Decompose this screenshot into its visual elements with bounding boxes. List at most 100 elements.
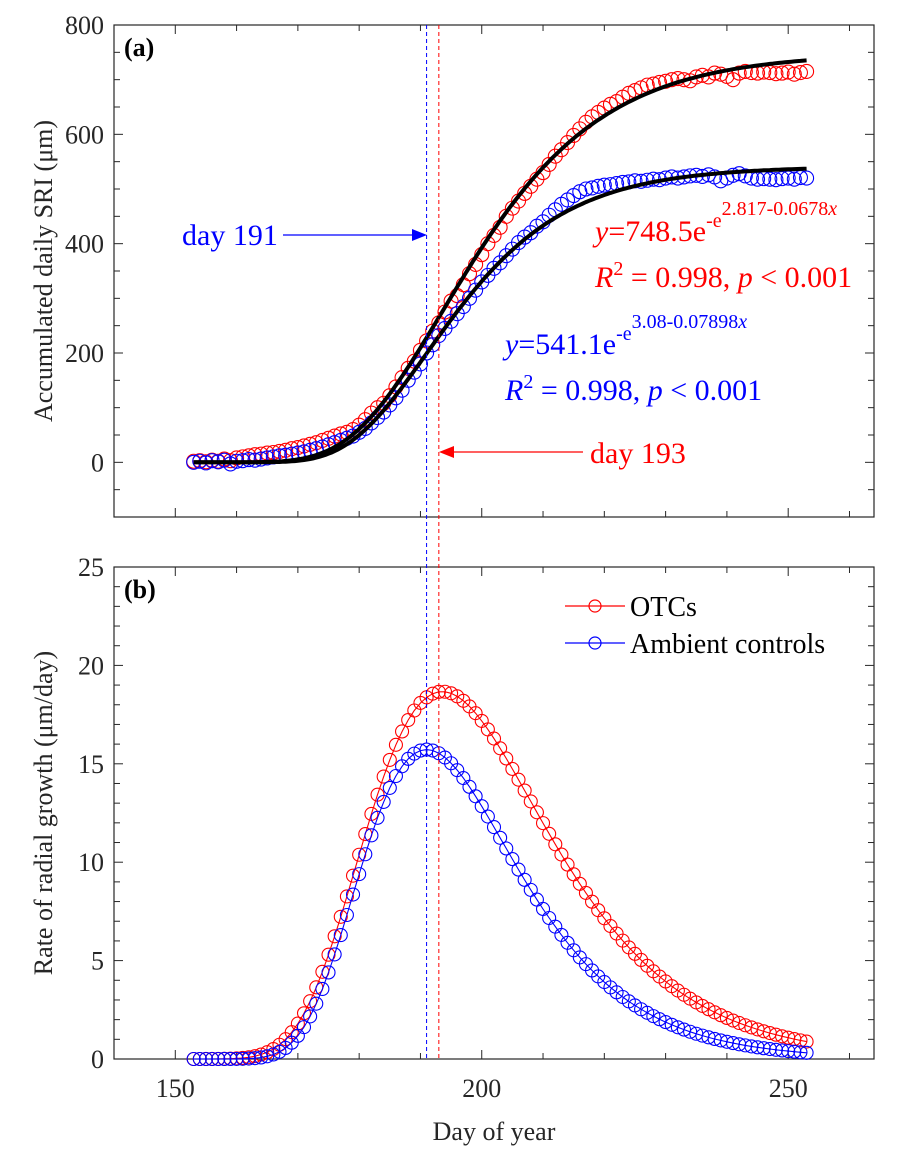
ambient-observed-point: [786, 171, 802, 187]
ambient-rate-point: [670, 1020, 685, 1035]
otc-observed-point: [664, 72, 680, 88]
panel-a-label: (a): [124, 33, 154, 62]
ambient-observed-point: [799, 170, 815, 186]
otc-rate-point: [388, 737, 403, 752]
otc-observed-point: [731, 65, 747, 81]
ambient-rate-point: [315, 981, 330, 997]
ambient-observed-point: [468, 282, 484, 298]
otc-eq-exp2: 2.817-0.0678: [722, 198, 829, 220]
otc-r: R: [594, 261, 613, 294]
ambient-rate-point: [499, 841, 514, 856]
amb-eq-exp1: -e: [616, 323, 632, 345]
otc-rate-point: [493, 741, 508, 756]
ambient-observed-point: [406, 364, 422, 380]
ambient-rate-point: [321, 965, 336, 980]
panel-a-y-tick-label: 800: [65, 11, 104, 40]
otc-equation: y=748.5e-e2.817-0.0678x R2 = 0.998, p < …: [592, 198, 852, 294]
ambient-rate-point: [198, 1051, 213, 1067]
x-tick-label: 150: [156, 1074, 195, 1103]
amb-eq-main: =541.1e: [518, 328, 616, 361]
otc-rate-point: [523, 794, 538, 809]
ambient-rate-point: [205, 1051, 220, 1067]
ambient-rate-point: [511, 862, 526, 877]
svg-text:y=748.5e-e2.817-0.0678x: y=748.5e-e2.817-0.0678x: [592, 198, 837, 248]
day-193-label: day 193: [590, 437, 686, 470]
panel-b-y-tick-label: 10: [78, 848, 104, 877]
panel-a-y-tick-label: 600: [65, 120, 104, 149]
ambient-observed-point: [461, 290, 478, 306]
panel-b-y-tick-label: 25: [78, 553, 104, 582]
ambient-observed-point: [590, 178, 606, 194]
ambient-rate-point: [333, 928, 348, 943]
ambient-rate-point: [296, 1020, 312, 1035]
ambient-observed-point: [241, 452, 257, 468]
panel-b-y-axis-label: Rate of radial growth (μm/day): [29, 651, 58, 975]
ambient-rate-point: [339, 907, 354, 923]
ambient-rate-point: [799, 1045, 814, 1060]
ambient-rate-point: [370, 810, 385, 825]
ambient-rate-point: [358, 847, 373, 862]
amb-eq-exp2: 3.08-0.07898: [632, 311, 739, 333]
legend-label-ambient: Ambient controls: [630, 629, 825, 660]
ambient-rate-point: [480, 809, 495, 824]
ambient-rate-point: [768, 1042, 783, 1057]
ambient-rate-point: [327, 947, 342, 962]
ambient-rate-point: [762, 1041, 777, 1057]
otc-rate-point: [793, 1033, 808, 1048]
otc-rate-point: [542, 826, 557, 841]
ambient-rate-point: [229, 1051, 244, 1066]
ambient-rate-point: [241, 1051, 256, 1066]
ambient-observed-point: [584, 180, 600, 196]
legend-item-otcs: OTCs: [565, 592, 697, 623]
day-191-label: day 191: [182, 219, 278, 252]
amb-p-var: p: [646, 374, 663, 407]
ambient-observed-point: [253, 451, 269, 467]
otc-observed-point: [799, 63, 815, 80]
otc-rate-point: [395, 724, 410, 739]
ambient-rate-point: [781, 1044, 796, 1059]
otc-rate-point: [345, 868, 361, 883]
otc-r2: = 0.998,: [623, 261, 737, 294]
ambient-rate-point: [474, 799, 489, 814]
panel-a: 0 200 400 600 800: [65, 11, 875, 518]
panel-a-y-axis-label: Accumulated daily SRI (μm): [29, 120, 58, 422]
ambient-rate-series: [186, 742, 814, 1067]
panel-a-y-tick-label: 200: [65, 339, 104, 368]
panel-b-y-tick-label: 0: [91, 1045, 104, 1074]
panel-a-y-tick-label: 0: [91, 448, 104, 477]
ambient-rate-point: [517, 872, 532, 887]
ambient-observed-point: [419, 345, 435, 361]
ambient-rate-point: [505, 852, 520, 867]
x-tick-label: 200: [462, 1074, 501, 1103]
amb-p: < 0.001: [663, 374, 762, 407]
amb-r2: = 0.998,: [533, 374, 647, 407]
otc-rate-point: [376, 769, 391, 784]
otc-observed-point: [786, 66, 802, 82]
otc-eq-exp-x: x: [827, 198, 837, 220]
ambient-rate-point: [309, 996, 324, 1011]
ambient-observed-point: [455, 298, 471, 315]
otc-rate-point: [505, 761, 520, 777]
ambient-rate-point: [486, 820, 502, 835]
ambient-observed-point: [510, 235, 527, 251]
legend-item-ambient: Ambient controls: [565, 629, 825, 660]
ambient-rate-point: [303, 1009, 318, 1024]
otc-rate-point: [529, 805, 544, 820]
ambient-equation: y=541.1e-e3.08-0.07898x R2 = 0.998, p < …: [502, 311, 762, 407]
panel-b-y-tick-label: 15: [78, 750, 104, 779]
ambient-rate-point: [352, 867, 367, 882]
ambient-rate-point: [413, 743, 428, 758]
ambient-rate-point: [260, 1049, 275, 1064]
eq-var-y: y: [502, 328, 519, 361]
ambient-rate-point: [382, 780, 397, 795]
ambient-rate-point: [793, 1045, 808, 1060]
ambient-rate-point: [235, 1051, 250, 1066]
otc-rate-point: [382, 752, 397, 767]
otc-rate-point: [339, 889, 354, 904]
ambient-rate-point: [192, 1051, 207, 1067]
ambient-rate-point: [223, 1051, 238, 1067]
amb-r-sq: 2: [523, 371, 533, 393]
ambient-observed-point: [768, 172, 784, 188]
ambient-rate-point: [775, 1043, 790, 1058]
